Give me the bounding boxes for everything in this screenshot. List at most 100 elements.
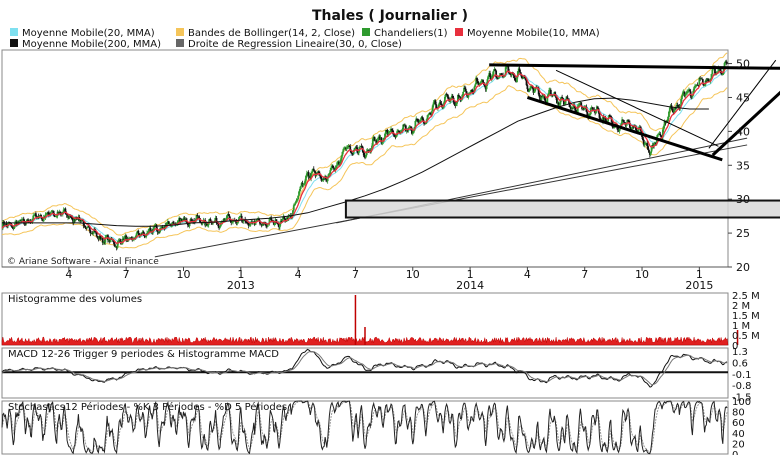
- candle-body: [340, 155, 343, 160]
- candle-body: [547, 93, 550, 97]
- candle-body: [134, 236, 137, 239]
- candle-body: [555, 95, 557, 98]
- candle-body: [327, 174, 330, 177]
- candle-body: [470, 90, 472, 93]
- candle-body: [62, 209, 65, 213]
- candle-body: [123, 236, 126, 240]
- legend-label: Moyenne Mobile(10, MMA): [467, 28, 600, 39]
- candle-body: [427, 114, 430, 116]
- candle-body: [628, 122, 631, 128]
- macd-line: [1, 348, 728, 388]
- candle-body: [188, 222, 191, 227]
- candle-body: [410, 128, 413, 134]
- candle-body: [220, 222, 223, 223]
- candle-body: [109, 238, 112, 243]
- candle-body: [384, 129, 387, 134]
- candle-body: [292, 205, 295, 211]
- candle-body: [558, 104, 561, 106]
- candle-body: [91, 233, 94, 235]
- candle-body: [626, 120, 629, 123]
- candle-body: [318, 171, 320, 174]
- candle-body: [422, 118, 425, 122]
- candle-body: [145, 234, 148, 238]
- candle-body: [662, 126, 665, 130]
- candle-body: [465, 91, 468, 95]
- candle-body: [336, 162, 339, 166]
- candle-body: [471, 91, 474, 92]
- candle-body: [113, 244, 116, 247]
- candle-body: [295, 200, 298, 203]
- candle-body: [41, 216, 43, 220]
- candle-body: [559, 100, 562, 105]
- candle-body: [575, 110, 577, 112]
- candle-body: [528, 90, 531, 92]
- candle-body: [613, 126, 616, 128]
- x-year-label: 2015: [685, 279, 713, 292]
- candle-body: [170, 225, 173, 227]
- candle-body: [529, 88, 531, 91]
- candle-body: [249, 223, 252, 226]
- candle-body: [523, 76, 526, 78]
- candle-body: [281, 219, 284, 222]
- candle-body: [294, 202, 297, 204]
- candle-body: [474, 84, 477, 87]
- candle-body: [650, 147, 653, 152]
- candle-body: [655, 136, 658, 145]
- stochastics-ytick-label: 20: [732, 439, 745, 450]
- candle-body: [45, 213, 48, 215]
- candle-body: [435, 104, 438, 109]
- candle-body: [351, 152, 353, 154]
- trendline: [708, 59, 777, 149]
- candle-body: [313, 170, 316, 172]
- chart-title: Thales ( Journalier ): [312, 8, 468, 24]
- candle-body: [432, 102, 435, 106]
- candle-body: [371, 138, 374, 146]
- candle-body: [457, 94, 460, 97]
- volume-title: Histogramme des volumes: [8, 294, 142, 305]
- candle-body: [476, 77, 478, 82]
- stochastics-ytick-label: 40: [732, 429, 745, 440]
- candle-body: [276, 222, 279, 224]
- candle-body: [321, 180, 324, 182]
- candle-body: [504, 67, 507, 76]
- candle-body: [341, 151, 344, 156]
- candle-body: [519, 72, 522, 75]
- volume-panel: 2.5 M2 M1.5 M1 M0.5 M0 Histogramme des v…: [1, 291, 760, 352]
- candle-body: [513, 75, 516, 79]
- candle-body: [447, 96, 450, 100]
- candle-body: [213, 220, 216, 222]
- candle-body: [607, 118, 610, 122]
- candle-body: [668, 107, 671, 112]
- candle-body: [459, 97, 462, 100]
- candle-body: [32, 215, 35, 219]
- candle-body: [649, 151, 652, 155]
- candle-body: [568, 100, 570, 105]
- bollinger-lower: [1, 85, 728, 249]
- candle-body: [596, 106, 599, 109]
- candle-body: [487, 75, 490, 80]
- candle-body: [384, 133, 386, 138]
- candle-body: [458, 96, 461, 98]
- candle-body: [478, 83, 481, 85]
- candle-body: [521, 76, 524, 79]
- candle-body: [608, 115, 610, 119]
- candle-body: [339, 159, 342, 164]
- candle-body: [469, 92, 471, 94]
- candle-body: [207, 222, 210, 225]
- price-panel: 20 25 30 35 40 45 50 © Ariane Software - Axial…: [1, 49, 780, 274]
- candle-body: [216, 223, 219, 224]
- candle-body: [456, 101, 458, 104]
- candle-body: [273, 222, 276, 225]
- candle-body: [385, 129, 388, 131]
- candle-body: [362, 149, 365, 153]
- candle-body: [656, 134, 659, 137]
- candle-body: [297, 195, 300, 200]
- candle-body: [482, 80, 485, 83]
- stochastics-ytick-label: 80: [732, 408, 745, 419]
- price-ytick-label: 35: [736, 159, 750, 172]
- candle-body: [591, 107, 594, 110]
- stochastics-title: Stochastics12 Périodes - %K 3 Périodes -…: [8, 401, 287, 413]
- candle-body: [684, 93, 687, 96]
- candle-body: [694, 85, 696, 88]
